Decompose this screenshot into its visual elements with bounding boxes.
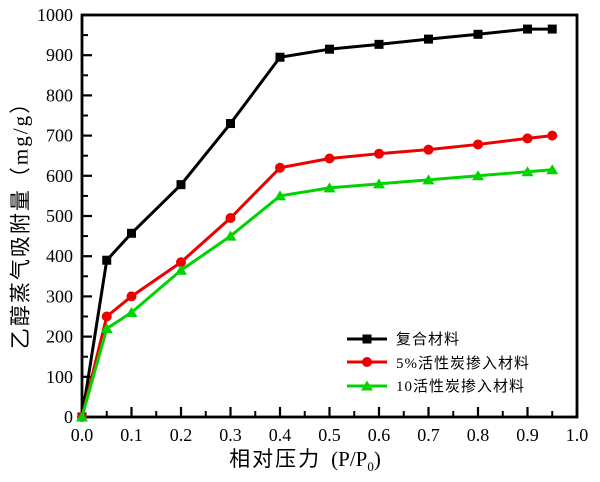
data-point-circle [374,148,384,159]
y-tick-label: 200 [46,327,73,347]
data-point-triangle [125,306,138,317]
legend-item: 复合材料 [346,327,530,351]
legend-label: 5%活性炭掺入材料 [396,355,530,372]
data-point-circle [522,133,533,144]
y-axis-label-text: 乙醇蒸气吸附量（mg/g） [8,90,33,350]
legend-label: 复合材料 [396,332,461,349]
x-axis-label-text: 相对压力 [229,446,322,471]
data-point-circle [275,162,285,173]
x-tick-label: 0.6 [368,425,391,445]
data-point-square [275,52,285,62]
data-point-square [102,255,112,265]
data-point-square [473,29,483,39]
legend: 复合材料 5%活性炭掺入材料 10活性炭掺入材料 [346,327,530,398]
data-point-circle [547,130,558,141]
x-tick-label: 1.0 [566,425,589,445]
y-axis-label: 乙醇蒸气吸附量（mg/g） [8,90,33,350]
data-point-triangle [323,182,336,193]
data-point-circle [176,257,186,268]
data-point-triangle [224,230,237,241]
data-point-triangle [472,170,484,181]
data-point-circle [101,311,112,322]
data-point-square [127,228,136,238]
y-tick-label: 0 [64,407,73,427]
data-point-square [547,24,557,34]
series-line [80,134,553,418]
legend-triangle-marker-icon [347,380,387,391]
y-tick-label: 100 [46,367,73,387]
data-point-square [226,119,235,129]
y-tick-label: 500 [46,206,73,226]
x-tick-label: 0.7 [417,425,440,445]
data-point-triangle [546,164,559,175]
y-tick-label: 1000 [37,5,73,25]
data-point-triangle [521,166,534,177]
plot-frame [80,13,579,419]
data-point-square [325,44,334,54]
legend-label: 10活性炭掺入材料 [396,379,526,396]
y-tick-label: 900 [46,45,73,65]
y-tick-label: 800 [46,85,73,105]
data-point-triangle [361,380,373,391]
data-point-triangle [175,264,187,275]
x-tick-label: 0.4 [269,425,292,445]
data-point-square [523,24,532,34]
data-point-triangle [373,178,385,189]
data-point-circle [324,153,335,164]
x-tick-label: 0.1 [120,425,143,445]
legend-item: 5%活性炭掺入材料 [346,351,530,375]
series-triangle [76,164,559,422]
x-tick-label: 0.2 [170,425,193,445]
x-tick-label: 0.0 [71,425,94,445]
y-tick-label: 600 [46,166,73,186]
data-point-circle [362,357,372,368]
data-point-square [374,39,384,49]
data-point-triangle [76,411,88,422]
data-point-square [362,334,372,344]
data-point-square [176,180,186,190]
data-point-circle [423,144,434,155]
y-tick-label: 300 [46,286,73,306]
data-point-triangle [422,174,435,185]
x-axis-unit: (P/P0) [331,446,381,475]
data-point-triangle [100,323,113,334]
x-tick-label: 0.3 [219,425,242,445]
data-point-circle [225,213,236,224]
data-point-circle [473,139,483,150]
x-tick-label: 0.8 [467,425,490,445]
x-tick-label: 0.9 [516,425,539,445]
data-point-triangle [274,190,286,201]
legend-item: 10活性炭掺入材料 [346,374,530,398]
y-tick-label: 400 [46,246,73,266]
x-axis-label: 相对压力 (P/P0) [229,446,381,475]
data-point-square [424,34,433,44]
legend-circle-marker-icon [347,357,387,368]
x-tick-label: 0.5 [318,425,341,445]
legend-square-marker-icon [347,334,387,344]
y-tick-label: 700 [46,126,73,146]
data-point-circle [126,291,137,302]
